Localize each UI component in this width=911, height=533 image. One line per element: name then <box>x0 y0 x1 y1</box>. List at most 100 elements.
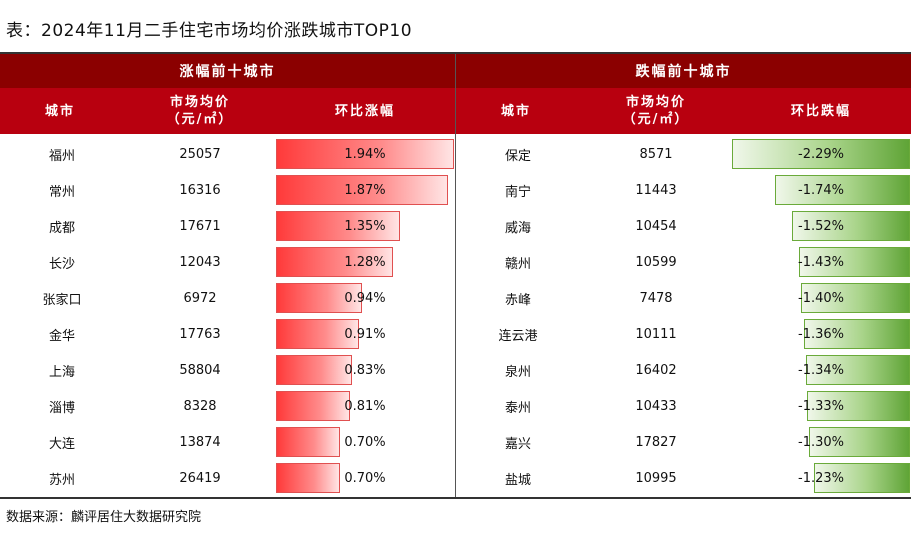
fall-header: 跌幅前十城市 <box>456 54 911 88</box>
fall-city: 嘉兴 <box>504 436 531 452</box>
rise-change-bar <box>276 247 393 277</box>
rise-change-bar <box>276 283 362 313</box>
rise-change-value: 1.28% <box>344 254 386 270</box>
fall-price: 11443 <box>635 182 677 198</box>
fall-change-value: -2.29% <box>798 146 844 162</box>
fall-price: 10599 <box>635 254 677 270</box>
rise-city: 常州 <box>48 184 75 200</box>
rise-col-price-line1: 市场均价 <box>169 95 230 110</box>
fall-col-city: 城市 <box>500 103 531 119</box>
fall-change-value: -1.36% <box>798 326 844 342</box>
rise-price: 58804 <box>179 362 221 378</box>
fall-change-bar <box>801 283 910 313</box>
rise-city: 张家口 <box>42 292 82 308</box>
rise-city: 金华 <box>48 328 75 344</box>
rise-city: 福州 <box>48 148 75 164</box>
fall-change-value: -1.52% <box>798 218 844 234</box>
rise-change-cell: 0.94% <box>276 280 454 316</box>
fall-city: 赣州 <box>504 256 531 272</box>
rise-change-cell: 0.70% <box>276 424 454 460</box>
rise-price: 26419 <box>179 470 221 486</box>
rise-col-price-line2: （元/㎡） <box>166 112 234 127</box>
fall-change-value: -1.74% <box>798 182 844 198</box>
fall-change-value: -1.33% <box>798 398 844 414</box>
fall-city: 泰州 <box>504 400 531 416</box>
fall-city: 南宁 <box>504 184 531 200</box>
rise-change-value: 0.70% <box>344 434 386 450</box>
rise-table-row: 苏州 26419 0.70% <box>0 460 455 496</box>
rise-price: 12043 <box>179 254 221 270</box>
rise-change-value: 1.35% <box>344 218 386 234</box>
fall-city: 保定 <box>504 148 531 164</box>
rise-change-cell: 0.81% <box>276 388 454 424</box>
fall-col-change: 环比跌幅 <box>790 103 851 119</box>
rise-change-cell: 1.87% <box>276 172 454 208</box>
fall-change-bar <box>806 355 910 385</box>
fall-price: 10433 <box>635 398 677 414</box>
rise-change-bar <box>276 211 400 241</box>
rise-table-row: 福州 25057 1.94% <box>0 136 455 172</box>
fall-price: 10454 <box>635 218 677 234</box>
rise-change-cell: 1.35% <box>276 208 454 244</box>
fall-change-bar <box>775 175 910 205</box>
fall-change-bar <box>792 211 910 241</box>
rise-change-cell: 1.28% <box>276 244 454 280</box>
fall-city: 盐城 <box>504 472 531 488</box>
fall-change-cell: -1.52% <box>732 208 910 244</box>
fall-table-row: 盐城 10995 -1.23% <box>456 460 911 496</box>
fall-column-headers: 城市 市场均价 （元/㎡） 环比跌幅 <box>456 88 911 134</box>
fall-change-value: -1.40% <box>798 290 844 306</box>
rise-change-bar <box>276 355 352 385</box>
rise-change-bar <box>276 139 454 169</box>
rise-price: 8328 <box>183 398 217 414</box>
price-change-table: 涨幅前十城市 跌幅前十城市 城市 市场均价 （元/㎡） 环比涨幅 城市 市场均价… <box>0 52 911 499</box>
rise-table-row: 大连 13874 0.70% <box>0 424 455 460</box>
fall-change-cell: -2.29% <box>732 136 910 172</box>
rise-price: 13874 <box>179 434 221 450</box>
rise-change-value: 0.94% <box>344 290 386 306</box>
rise-col-change: 环比涨幅 <box>334 103 395 119</box>
fall-change-cell: -1.23% <box>732 460 910 496</box>
rise-change-cell: 0.83% <box>276 352 454 388</box>
fall-change-value: -1.30% <box>798 434 844 450</box>
fall-table-row: 泰州 10433 -1.33% <box>456 388 911 424</box>
rise-price: 17671 <box>179 218 221 234</box>
rise-change-value: 1.87% <box>344 182 386 198</box>
rise-change-value: 0.70% <box>344 470 386 486</box>
fall-table-row: 赣州 10599 -1.43% <box>456 244 911 280</box>
fall-city: 泉州 <box>504 364 531 380</box>
table-title: 表：2024年11月二手住宅市场均价涨跌城市TOP10 <box>6 21 413 41</box>
fall-change-bar <box>732 139 910 169</box>
rise-change-cell: 1.94% <box>276 136 454 172</box>
rise-change-value: 0.91% <box>344 326 386 342</box>
rise-table-row: 张家口 6972 0.94% <box>0 280 455 316</box>
fall-table-row: 威海 10454 -1.52% <box>456 208 911 244</box>
rise-table-row: 常州 16316 1.87% <box>0 172 455 208</box>
rise-change-bar <box>276 463 340 493</box>
rise-table-row: 长沙 12043 1.28% <box>0 244 455 280</box>
rise-price: 25057 <box>179 146 221 162</box>
fall-change-bar <box>799 247 910 277</box>
rise-table-row: 金华 17763 0.91% <box>0 316 455 352</box>
fall-change-cell: -1.30% <box>732 424 910 460</box>
fall-col-price-line2: （元/㎡） <box>622 112 690 127</box>
rise-change-bar <box>276 175 448 205</box>
rise-change-value: 0.81% <box>344 398 386 414</box>
fall-city: 赤峰 <box>504 292 531 308</box>
fall-change-bar <box>804 319 910 349</box>
rise-col-city: 城市 <box>44 103 75 119</box>
fall-price: 7478 <box>639 290 673 306</box>
rise-col-price: 市场均价 （元/㎡） <box>130 88 270 134</box>
fall-col-price-line1: 市场均价 <box>625 95 686 110</box>
rise-price: 16316 <box>179 182 221 198</box>
fall-price: 10111 <box>635 326 677 342</box>
fall-price: 17827 <box>635 434 677 450</box>
rise-table-row: 成都 17671 1.35% <box>0 208 455 244</box>
rise-city: 淄博 <box>48 400 75 416</box>
fall-change-cell: -1.34% <box>732 352 910 388</box>
fall-table-row: 嘉兴 17827 -1.30% <box>456 424 911 460</box>
rise-price: 17763 <box>179 326 221 342</box>
fall-table-row: 赤峰 7478 -1.40% <box>456 280 911 316</box>
rise-table-row: 淄博 8328 0.81% <box>0 388 455 424</box>
fall-change-bar <box>809 427 910 457</box>
